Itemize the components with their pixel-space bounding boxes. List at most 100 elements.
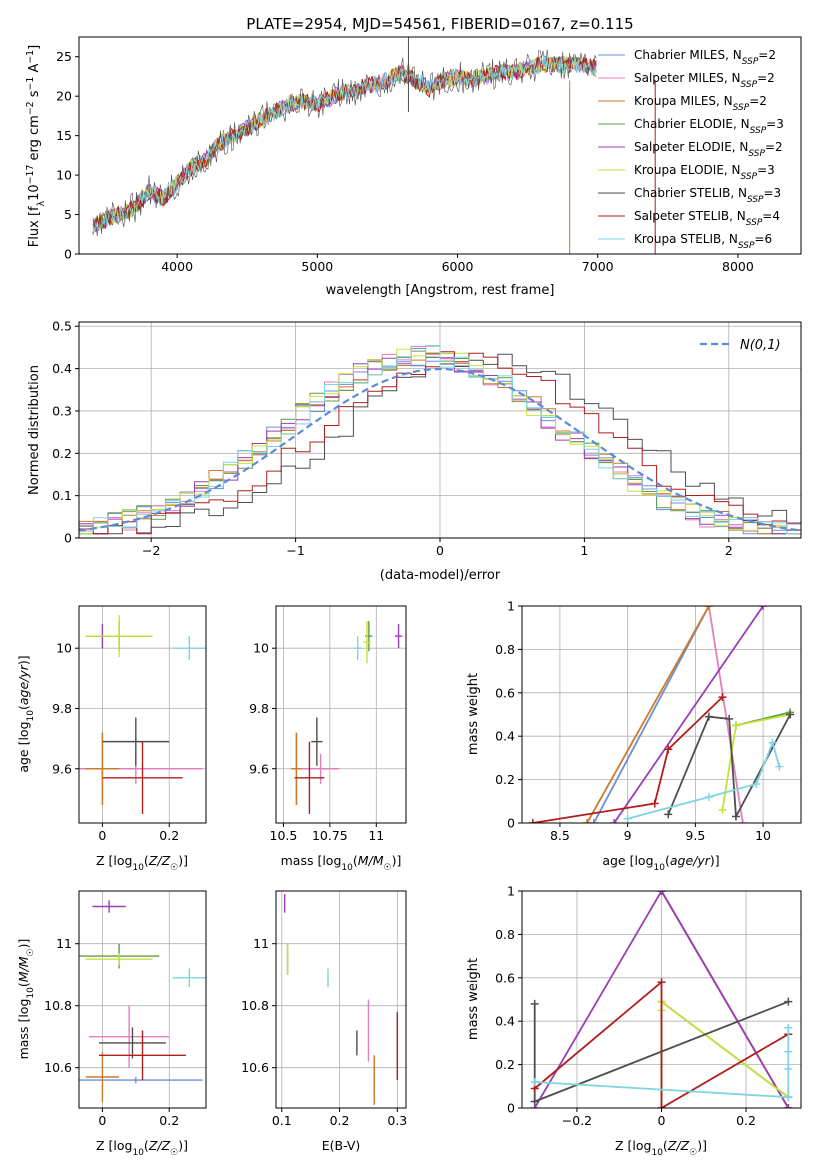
weight-marker: [657, 1104, 666, 1108]
y-tick-label: 0.3: [52, 403, 72, 418]
y-tick-label: 10: [253, 641, 269, 656]
y-tick-label: 0.4: [52, 361, 72, 376]
plot-area: [528, 606, 795, 823]
x-tick-label: 6000: [442, 259, 474, 274]
y-tick-label: 0.8: [495, 642, 515, 657]
spectrum-line-7: [92, 56, 597, 232]
weight-marker: [704, 792, 713, 801]
y-tick-label: 0.8: [495, 927, 515, 942]
panel-z-vs-weight: −0.2 0 0.2 0 0.2 0.4 0.6 0.8 1 Z [log10(Z/Z☉)] mas…: [466, 884, 802, 1158]
x-tick-label: 10.5: [270, 828, 298, 843]
panel-spectrum: 4000 5000 6000 7000 8000 0 5 10 15 20 25 Chabrier M…: [25, 36, 802, 298]
x-tick-label: 0.2: [159, 828, 179, 843]
x-tick-label: 8000: [722, 259, 754, 274]
weight-marker: [657, 978, 666, 987]
y-tick-label: 25: [56, 49, 72, 64]
axes-frame: [78, 890, 207, 1109]
y-tick-label: 10.6: [241, 1060, 269, 1075]
x-tick-label: 9.5: [685, 828, 705, 843]
x-axis-label: Z [log10(Z/Z☉)]: [615, 1138, 707, 1158]
weight-marker: [610, 819, 619, 823]
spectrum-line-2: [92, 56, 597, 234]
x-tick-label: 4000: [161, 259, 193, 274]
panel-age-vs-weight: 8.5 9 9.5 10 0 0.2 0.4 0.6 0.8 1 age [log10(age/yr…: [466, 599, 802, 873]
spectrum-line-1: [92, 55, 597, 232]
weight-line-3: [660, 999, 789, 1108]
y-tick-label: 0.2: [495, 772, 515, 787]
x-tick-label: 10: [755, 828, 771, 843]
weight-marker: [528, 819, 537, 823]
y-tick-label: 5: [64, 207, 72, 222]
x-axis-label: (data-model)/error: [380, 568, 501, 583]
x-tick-label: 11: [368, 828, 384, 843]
weight-marker: [664, 745, 673, 754]
figure-title: PLATE=2954, MJD=54561, FIBERID=0167, z=0…: [246, 15, 633, 33]
y-axis-label: mass weight: [466, 673, 481, 755]
y-tick-label: 0.4: [495, 1014, 515, 1029]
y-axis-label: Flux [fλ10−17 erg cm−2 s−1 A−1]: [25, 45, 47, 247]
plot-area: [530, 891, 793, 1108]
plot-area: [290, 621, 403, 814]
gaussian-curve: [79, 367, 801, 532]
weight-marker: [718, 805, 727, 814]
panel-z-vs-mass: 0 0.2 10.6 10.8 11 Z [log10(Z/Z☉)] mass [log10…: [16, 890, 207, 1158]
x-tick-label: 0: [436, 543, 444, 558]
y-tick-label: 10.8: [44, 998, 72, 1013]
spectrum-line-0: [92, 56, 597, 236]
y-tick-label: 10.6: [44, 1060, 72, 1075]
y-tick-label: 20: [56, 89, 72, 104]
axes-frame: [521, 605, 802, 824]
x-tick-label: 5000: [301, 259, 333, 274]
y-tick-label: 9.6: [52, 761, 72, 776]
x-tick-label: 0.2: [736, 1113, 756, 1128]
y-tick-label: 0: [507, 816, 515, 831]
weight-line-7: [534, 980, 789, 1108]
panel-residuals: −2 −1 0 1 2 0 0.1 0.2 0.3 0.4 0.5 N(0,1) (data-model…: [27, 319, 802, 583]
axes-frame: [275, 605, 407, 824]
weight-marker: [768, 738, 777, 747]
x-tick-label: 10.75: [312, 828, 348, 843]
legend-label: Chabrier STELIB, NSSP=3: [634, 186, 781, 205]
x-tick-label: −0.2: [562, 1113, 592, 1128]
weight-marker: [583, 819, 592, 823]
legend-label: Salpeter STELIB, NSSP=4: [634, 209, 780, 228]
weight-marker: [530, 1097, 539, 1106]
weight-marker: [784, 997, 793, 1006]
x-axis-label: Z [log10(Z/Z☉)]: [96, 853, 188, 873]
legend-label: Chabrier ELODIE, NSSP=3: [634, 117, 784, 136]
weight-marker: [530, 999, 539, 1008]
y-tick-label: 0.5: [52, 319, 72, 334]
x-tick-label: 0.3: [387, 1113, 407, 1128]
y-tick-label: 10: [56, 641, 72, 656]
weight-marker: [725, 714, 734, 723]
weight-marker: [657, 891, 666, 895]
histogram-8: [79, 345, 801, 535]
weight-marker: [775, 762, 784, 771]
weight-marker: [704, 712, 713, 721]
weight-marker: [718, 693, 727, 702]
y-axis-label: Normed distribution: [27, 365, 42, 495]
y-tick-label: 0.6: [495, 685, 515, 700]
legend-label: N(0,1): [740, 338, 781, 353]
y-tick-label: 0: [64, 531, 72, 546]
x-tick-label: 0: [98, 828, 106, 843]
x-tick-label: 9: [624, 828, 632, 843]
y-tick-label: 15: [56, 128, 72, 143]
y-tick-label: 1: [507, 884, 515, 899]
weight-line-2: [586, 606, 710, 823]
panel-z-vs-age: 0 0.2 9.6 9.8 10 Z [log10(Z/Z☉)] age [log10(ag…: [16, 605, 207, 873]
weight-marker: [784, 1047, 793, 1056]
legend-label: Salpeter MILES, NSSP=2: [634, 71, 775, 90]
plot-area: [79, 345, 801, 535]
weight-marker: [623, 814, 632, 823]
weight-marker: [589, 819, 598, 823]
y-tick-label: 11: [56, 936, 72, 951]
axes-frame: [78, 36, 802, 255]
x-tick-label: 0.2: [330, 1113, 350, 1128]
x-tick-label: 8.5: [550, 828, 570, 843]
y-tick-label: 0.4: [495, 729, 515, 744]
spectrum-line-8: [92, 55, 597, 233]
legend-label: Kroupa STELIB, NSSP=6: [634, 232, 772, 251]
plot-area: [92, 37, 656, 254]
axes-frame: [78, 605, 207, 824]
